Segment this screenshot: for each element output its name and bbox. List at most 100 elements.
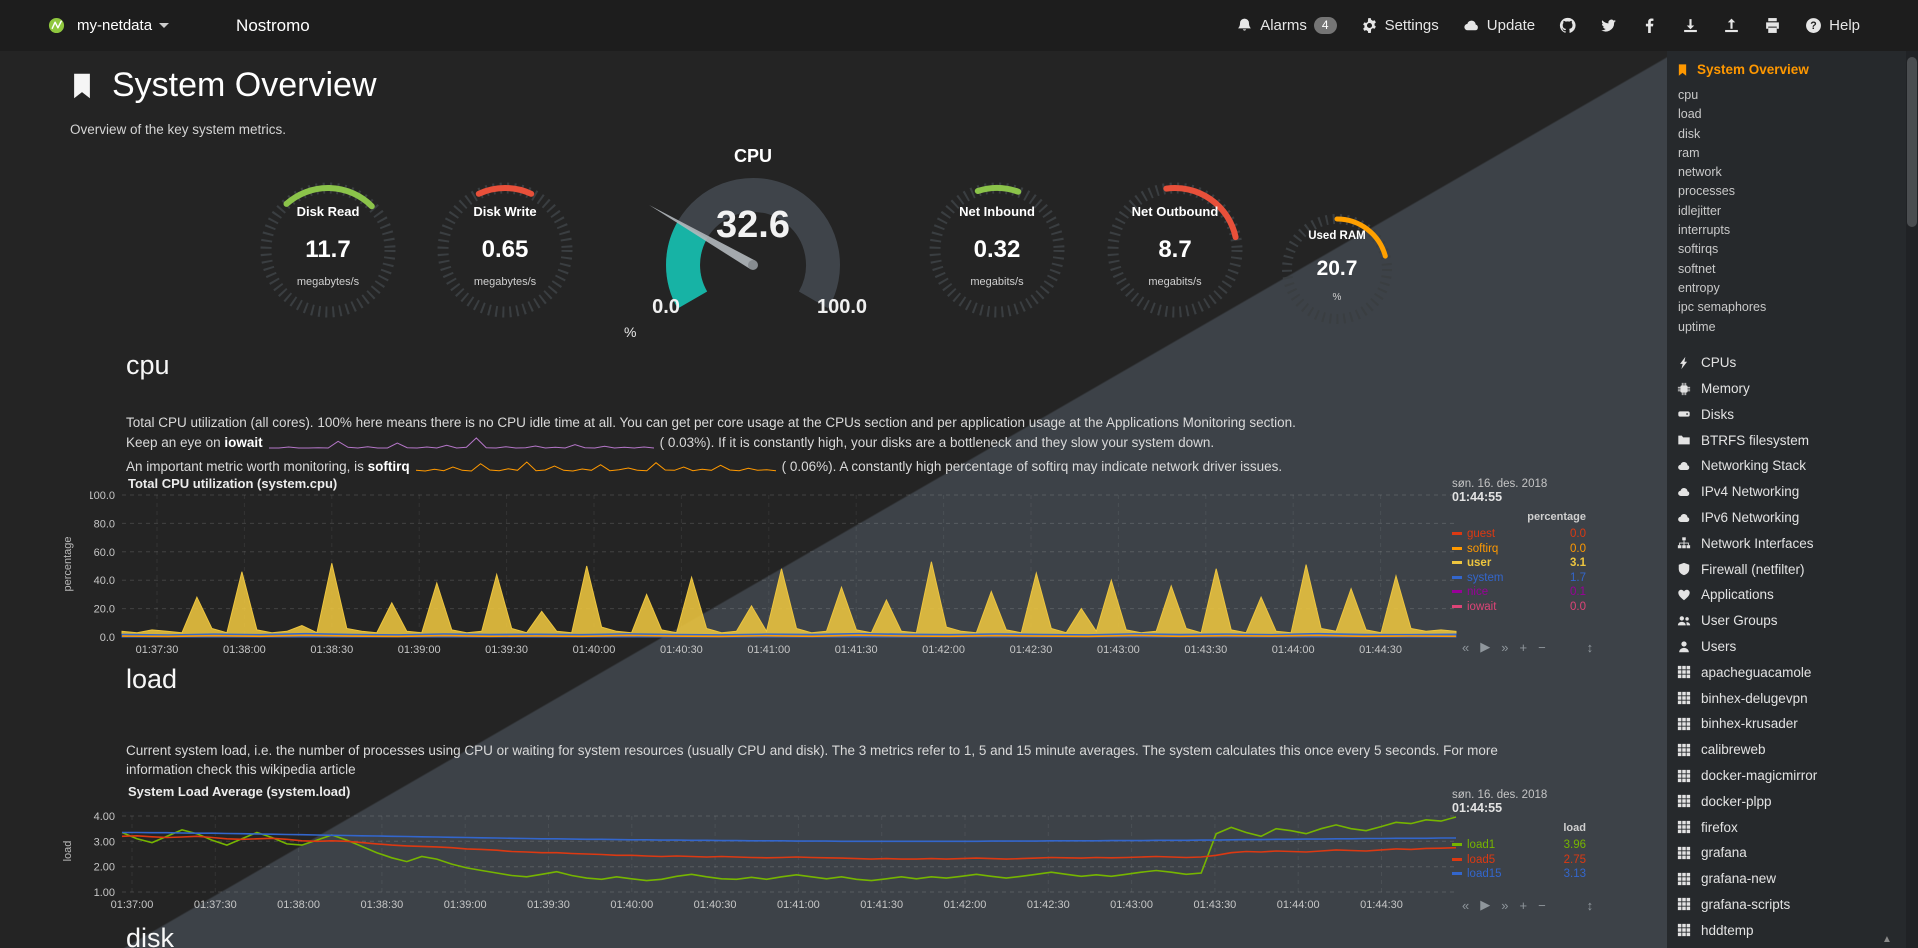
cpu-utilization-chart-resize-handle[interactable]: ↕: [1586, 639, 1594, 655]
sidebar-item-apacheguacamole[interactable]: apacheguacamole: [1676, 659, 1911, 685]
used-ram-gauge[interactable]: Used RAM 20.7 %: [1276, 208, 1398, 330]
cpu-utilization-chart-toolbar: « ▶ » + − ↕: [1462, 639, 1593, 655]
sidebar-item-label: firefox: [1701, 819, 1738, 835]
disk-read-gauge[interactable]: Disk Read 11.7 megabytes/s: [254, 176, 402, 324]
github-button[interactable]: [1559, 17, 1576, 34]
sidebar-item-calibreweb[interactable]: calibreweb: [1676, 737, 1911, 763]
legend-item-system[interactable]: system 1.7: [1452, 571, 1586, 586]
scrollbar-thumb[interactable]: [1907, 57, 1917, 227]
sidebar-subitem-interrupts[interactable]: interrupts: [1678, 223, 1731, 238]
cpu-utilization-chart-play-button[interactable]: ▶: [1480, 639, 1491, 654]
sidebar-item-memory[interactable]: Memory: [1676, 376, 1911, 402]
svg-text:01:37:30: 01:37:30: [194, 899, 237, 911]
legend-item-load1[interactable]: load1 3.96: [1452, 838, 1586, 853]
sidebar-subitem-uptime[interactable]: uptime: [1678, 319, 1716, 334]
cpu-utilization-chart-zoom-out-button[interactable]: −: [1538, 639, 1546, 655]
load-chart-ylabel: load: [62, 840, 74, 862]
load-average-chart-pan-forward-button[interactable]: »: [1501, 897, 1509, 913]
help-button[interactable]: ? Help: [1805, 17, 1860, 34]
sidebar-item-ipv4-networking[interactable]: IPv4 Networking: [1676, 479, 1911, 505]
sidebar-subitem-softnet[interactable]: softnet: [1678, 261, 1716, 276]
load-average-chart-zoom-in-button[interactable]: +: [1519, 897, 1528, 913]
sidebar-item-label: Memory: [1701, 381, 1750, 397]
sidebar-item-grafana[interactable]: grafana: [1676, 840, 1911, 866]
sidebar-subitem-ipc-semaphores[interactable]: ipc semaphores: [1678, 300, 1767, 315]
sidebar-item-ipv6-networking[interactable]: IPv6 Networking: [1676, 505, 1911, 531]
svg-text:01:37:00: 01:37:00: [111, 899, 154, 911]
sidebar-item-docker-plpp[interactable]: docker-plpp: [1676, 788, 1911, 814]
svg-text:01:42:30: 01:42:30: [1010, 644, 1053, 656]
svg-text:3.00: 3.00: [94, 836, 115, 848]
cpu-gauge[interactable]: CPU 32.6 0.0 100.0 %: [618, 146, 888, 356]
sidebar-item-users[interactable]: Users: [1676, 634, 1911, 660]
load-average-chart-zoom-out-button[interactable]: −: [1538, 897, 1546, 913]
sidebar-subitem-idlejitter[interactable]: idlejitter: [1678, 203, 1722, 218]
legend-item-load15[interactable]: load15 3.13: [1452, 867, 1586, 882]
legend-item-softirq[interactable]: softirq 0.0: [1452, 542, 1586, 557]
cpu-utilization-chart-zoom-in-button[interactable]: +: [1519, 639, 1528, 655]
netdata-logo-icon[interactable]: [48, 17, 65, 34]
my-netdata-menu[interactable]: my-netdata: [77, 17, 170, 34]
sidebar-item-cpus[interactable]: CPUs: [1676, 350, 1911, 376]
twitter-button[interactable]: [1600, 17, 1617, 34]
svg-text:01:40:00: 01:40:00: [573, 644, 616, 656]
facebook-button[interactable]: [1641, 17, 1658, 34]
cpu-section-heading: cpu: [126, 350, 170, 380]
gauge-value: 11.7: [305, 236, 351, 263]
sidebar-item-docker-magicmirror[interactable]: docker-magicmirror: [1676, 763, 1911, 789]
softirq-text-pre: An important metric worth monitoring, is: [126, 459, 368, 474]
sidebar-subitem-cpu[interactable]: cpu: [1678, 88, 1699, 102]
sidebar-item-label: grafana-new: [1701, 871, 1777, 887]
sidebar-item-applications[interactable]: Applications: [1676, 582, 1911, 608]
legend-item-nice[interactable]: nice 0.1: [1452, 585, 1586, 600]
legend-item-user[interactable]: user 3.1: [1452, 556, 1586, 571]
sidebar-item-hddtemp[interactable]: hddtemp: [1676, 917, 1911, 943]
cpu-utilization-chart[interactable]: 100.0 80.0 60.0 40.0 20.0 0.0 01:37:30 01:38:00…: [90, 487, 1460, 663]
sidebar-item-disks[interactable]: Disks: [1676, 401, 1911, 427]
sidebar-item-grafana-scripts[interactable]: grafana-scripts: [1676, 892, 1911, 918]
sidebar-item-btrfs-filesystem[interactable]: BTRFS filesystem: [1676, 427, 1911, 453]
sidebar-item-firewall-netfilter-[interactable]: Firewall (netfilter): [1676, 556, 1911, 582]
update-button[interactable]: Update: [1463, 17, 1535, 34]
sidebar-scroll-hint-icon[interactable]: ▲: [1882, 934, 1892, 945]
bookmark-icon: [1676, 63, 1689, 77]
disk-write-gauge[interactable]: Disk Write 0.65 megabytes/s: [431, 176, 579, 324]
legend-item-iowait[interactable]: iowait 0.0: [1452, 600, 1586, 615]
net-inbound-gauge[interactable]: Net Inbound 0.32 megabits/s: [923, 176, 1071, 324]
sidebar-subitem-network[interactable]: network: [1678, 165, 1722, 180]
sidebar-item-networking-stack[interactable]: Networking Stack: [1676, 453, 1911, 479]
sidebar-subitem-disk[interactable]: disk: [1678, 126, 1701, 141]
sidebar-subitem-ram[interactable]: ram: [1678, 145, 1700, 160]
load-average-chart-play-button[interactable]: ▶: [1480, 897, 1491, 912]
settings-button[interactable]: Settings: [1361, 17, 1439, 34]
print-button[interactable]: [1764, 17, 1781, 34]
svg-text:01:37:30: 01:37:30: [136, 644, 179, 656]
scrollbar[interactable]: [1906, 51, 1918, 948]
sidebar-item-user-groups[interactable]: User Groups: [1676, 608, 1911, 634]
sidebar-item-grafana-new[interactable]: grafana-new: [1676, 866, 1911, 892]
cpu-utilization-chart-pan-forward-button[interactable]: »: [1501, 639, 1509, 655]
load-average-chart-pan-backward-button[interactable]: «: [1462, 897, 1470, 913]
export-button[interactable]: [1682, 17, 1699, 34]
sidebar-subitem-softirqs[interactable]: softirqs: [1678, 242, 1719, 257]
cpu-utilization-chart-pan-backward-button[interactable]: «: [1462, 639, 1470, 655]
legend-item-load5[interactable]: load5 2.75: [1452, 853, 1586, 868]
sidebar-subitem-load[interactable]: load: [1678, 107, 1702, 122]
load-average-chart-resize-handle[interactable]: ↕: [1586, 897, 1594, 913]
sidebar-item-binhex-delugevpn[interactable]: binhex-delugevpn: [1676, 685, 1911, 711]
svg-text:01:43:30: 01:43:30: [1193, 899, 1236, 911]
sidebar-item-network-interfaces[interactable]: Network Interfaces: [1676, 530, 1911, 556]
sidebar-subitem-entropy[interactable]: entropy: [1678, 280, 1720, 295]
sidebar-item-firefox[interactable]: firefox: [1676, 814, 1911, 840]
sidebar-item-system-overview[interactable]: System Overview: [1676, 62, 1911, 77]
alarms-button[interactable]: Alarms 4: [1236, 17, 1337, 34]
cpu-gauge-max: 100.0: [817, 296, 867, 318]
wikipedia-link[interactable]: this wikipedia article: [235, 762, 356, 777]
sidebar-subitem-processes[interactable]: processes: [1678, 184, 1735, 199]
net-outbound-gauge[interactable]: Net Outbound 8.7 megabits/s: [1101, 176, 1249, 324]
sidebar-item-label: BTRFS filesystem: [1701, 432, 1810, 448]
legend-item-guest[interactable]: guest 0.0: [1452, 527, 1586, 542]
import-button[interactable]: [1723, 17, 1740, 34]
sidebar-item-binhex-krusader[interactable]: binhex-krusader: [1676, 711, 1911, 737]
